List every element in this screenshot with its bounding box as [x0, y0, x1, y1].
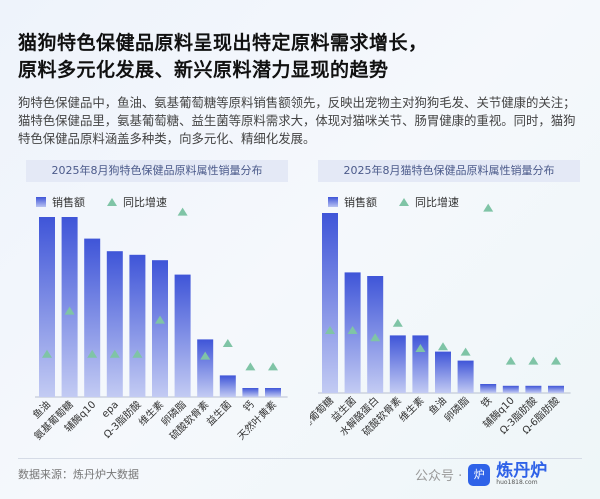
bar-sales [152, 260, 168, 397]
marker-growth [200, 351, 211, 360]
bar-sales [548, 385, 564, 393]
marker-growth [483, 203, 494, 212]
bar-sales [412, 335, 429, 393]
bar-sales [480, 384, 497, 393]
x-tick-label: 益生菌 [204, 398, 234, 428]
cat-chart: 2025年8月猫特色保健品原料属性销量分布 销售额 同比增速 氨基葡萄糖 益生菌水… [310, 156, 592, 446]
wechat-label: 公众号 · [415, 469, 463, 484]
brand-name: 炼丹炉 [496, 461, 548, 481]
x-tick-label: 维生素 [396, 394, 426, 424]
x-tick-label: 天然叶黄素 [235, 398, 280, 443]
page-title: 猫狗特色保健品原料呈现出特定原料需求增长， 原料多元化发展、新兴原料潜力显现的趋… [18, 30, 428, 84]
marker-growth [177, 207, 188, 216]
legend-bar-swatch [36, 197, 46, 207]
bar-sales [197, 339, 214, 397]
data-source: 数据来源：炼丹炉大数据 [18, 468, 139, 481]
marker-growth [347, 326, 358, 334]
brand: 公众号 · 炉 炼丹炉 huo1818.com [415, 463, 547, 486]
bar-sales [265, 388, 281, 397]
x-tick-label: 卵磷脂 [441, 394, 471, 424]
bar-sales [129, 254, 146, 397]
footer-divider [18, 458, 582, 459]
legend-sales: 销售额 [344, 196, 377, 209]
marker-growth [551, 356, 561, 365]
x-tick-label: 铁 [478, 394, 494, 410]
bar-sales [389, 335, 406, 393]
marker-growth [87, 349, 98, 358]
brand-logo-icon: 炉 [468, 463, 491, 486]
legend-growth: 同比增速 [415, 196, 459, 209]
dog-chart: 2025年8月狗特色保健品原料属性销量分布 销售额 同比增速 鱼油 氨基葡萄糖 辅酶… [18, 156, 300, 446]
bar-sales [322, 213, 338, 393]
bar-sales [525, 385, 542, 393]
legend: 销售额 同比增速 [36, 194, 167, 210]
bar-sales [435, 351, 451, 393]
marker-growth [460, 347, 471, 356]
marker-growth [392, 318, 403, 327]
marker-growth [268, 362, 278, 371]
legend-bar-swatch [328, 197, 338, 207]
bar-sales [106, 251, 123, 397]
marker-growth [64, 306, 75, 315]
marker-growth [132, 349, 143, 358]
marker-growth [245, 362, 256, 371]
chart-title: 2025年8月狗特色保健品原料属性销量分布 [26, 160, 288, 182]
legend: 销售额 同比增速 [328, 194, 459, 210]
marker-growth [415, 344, 426, 352]
bar-sales [174, 274, 191, 397]
bar-sales [84, 238, 101, 397]
marker-growth [222, 339, 233, 347]
title-line-1: 猫狗特色保健品原料呈现出特定原料需求增长， [18, 32, 428, 54]
chart-title: 2025年8月猫特色保健品原料属性销量分布 [318, 160, 580, 182]
legend-triangle-icon [399, 198, 409, 206]
bar-sales [502, 385, 519, 393]
marker-growth [528, 356, 539, 365]
marker-growth [325, 326, 335, 334]
title-line-2: 原料多元化发展、新兴原料潜力显现的趋势 [18, 59, 389, 81]
marker-growth [155, 315, 165, 324]
marker-growth [109, 349, 120, 358]
bar-sales [242, 388, 259, 397]
marker-growth [42, 349, 52, 358]
marker-growth [505, 356, 516, 365]
marker-growth [370, 333, 381, 342]
legend-triangle-icon [107, 198, 117, 206]
brand-url: huo1818.com [496, 479, 538, 486]
legend-sales: 销售额 [52, 196, 85, 209]
marker-growth [438, 342, 448, 351]
bar-sales [39, 217, 55, 397]
description: 狗特色保健品中，鱼油、氨基葡萄糖等原料销售额领先，反映出宠物主对狗狗毛发、关节健… [18, 95, 576, 146]
x-tick-label: 钙 [240, 398, 256, 414]
bar-sales [457, 360, 474, 393]
bar-sales [219, 375, 236, 397]
legend-growth: 同比增速 [123, 196, 167, 209]
